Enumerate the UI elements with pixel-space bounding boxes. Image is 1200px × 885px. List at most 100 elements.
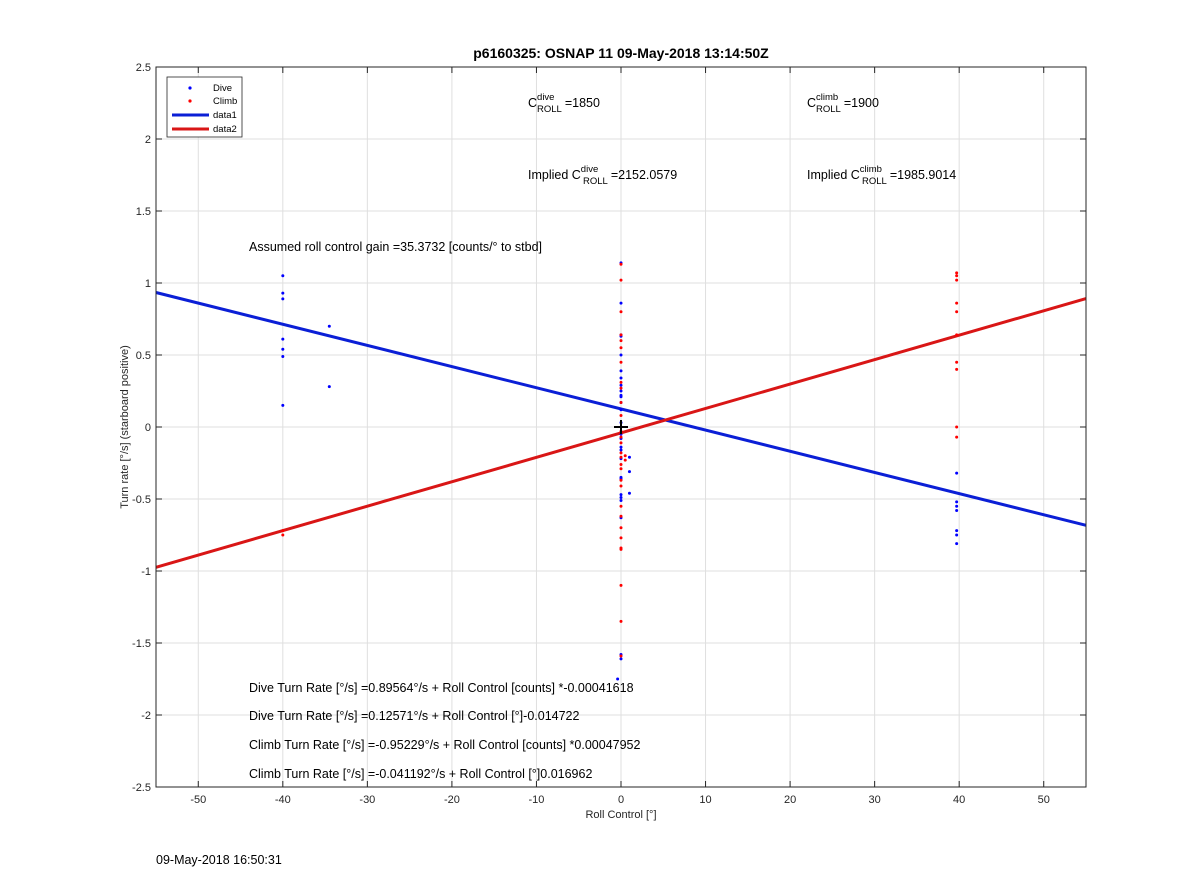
point-dive (955, 542, 959, 546)
point-dive (619, 445, 623, 449)
footer-timestamp: 09-May-2018 16:50:31 (156, 853, 282, 867)
point-dive (619, 369, 623, 373)
point-dive (281, 347, 285, 351)
point-dive (619, 301, 623, 305)
point-dive (619, 353, 623, 357)
point-dive (616, 677, 620, 681)
implied-dive-value: =2152.0579 (611, 168, 677, 182)
point-climb (619, 514, 623, 518)
point-dive (627, 491, 631, 495)
x-tick-label: 50 (1038, 794, 1050, 806)
point-climb (619, 462, 623, 466)
point-climb (955, 278, 959, 282)
x-tick-label: -50 (190, 794, 206, 806)
point-dive (619, 383, 623, 387)
point-climb (955, 310, 959, 314)
point-climb (619, 536, 623, 540)
x-tick-label: -10 (529, 794, 545, 806)
point-dive (281, 297, 285, 301)
point-dive (955, 471, 959, 475)
point-climb (955, 360, 959, 364)
legend-climb-marker (188, 99, 192, 103)
y-tick-label: -2.5 (132, 782, 151, 794)
point-climb (955, 367, 959, 371)
point-climb (619, 262, 623, 266)
point-dive (327, 385, 331, 389)
point-climb (619, 339, 623, 343)
point-dive (619, 376, 623, 380)
implied-climb-annotation: Implied Cclimb ROLL =1985.9014 (807, 164, 956, 187)
point-climb (619, 380, 623, 384)
point-climb (619, 441, 623, 445)
x-tick-label: 10 (699, 794, 711, 806)
point-dive (955, 529, 959, 533)
x-tick-label: -30 (359, 794, 375, 806)
point-dive (627, 470, 631, 474)
c-roll-dive-sup: dive (537, 92, 554, 103)
point-dive (619, 389, 623, 393)
point-climb (619, 526, 623, 530)
point-climb (619, 346, 623, 350)
point-dive (627, 455, 631, 459)
point-climb (619, 504, 623, 508)
point-climb (619, 547, 623, 551)
x-tick-label: 30 (869, 794, 881, 806)
point-climb (281, 529, 285, 533)
series-layer (155, 261, 1087, 681)
point-dive (619, 498, 623, 502)
legend-dive-marker (188, 86, 192, 90)
point-dive (955, 509, 959, 513)
implied-climb-sup: climb (860, 164, 882, 175)
c-roll-climb-sub: ROLL (816, 104, 841, 115)
c-roll-climb-annotation: Cclimb ROLL =1900 (807, 92, 879, 115)
c-roll-climb-sup: climb (816, 92, 838, 103)
point-climb (619, 278, 623, 282)
point-climb (619, 401, 623, 405)
point-dive (955, 533, 959, 537)
point-climb (955, 274, 959, 278)
point-dive (327, 324, 331, 328)
implied-dive-annotation: Implied Cdive ROLL =2152.0579 (528, 164, 677, 187)
ticks: -50 -40 -30 -20 -10 0 10 20 30 40 50-2.5-2-1.5-1-0… (132, 62, 1086, 806)
point-dive (281, 291, 285, 295)
x-axis-label: Roll Control [°] (585, 809, 656, 821)
point-climb (955, 301, 959, 305)
point-climb (623, 458, 627, 462)
point-dive (619, 448, 623, 452)
x-tick-label: 20 (784, 794, 796, 806)
point-dive (619, 395, 623, 399)
point-dive (619, 657, 623, 661)
equation-dive-degrees: Dive Turn Rate [°/s] =0.12571°/s + Roll … (249, 709, 579, 723)
legend-box (166, 76, 243, 138)
y-axis-label: Turn rate [°/s] (starboard positive) (119, 345, 131, 509)
x-tick-label: 40 (953, 794, 965, 806)
x-tick-label: -40 (275, 794, 291, 806)
point-climb (619, 654, 623, 658)
legend-data1-label: data1 (213, 110, 237, 121)
point-climb (619, 619, 623, 623)
c-roll-dive-annotation: Cdive ROLL =1850 (528, 92, 600, 115)
y-tick-label: 2 (145, 134, 151, 146)
implied-dive-sub: ROLL (583, 176, 608, 187)
point-climb (955, 271, 959, 275)
point-dive (281, 354, 285, 358)
point-climb (619, 413, 623, 417)
point-climb (623, 454, 627, 458)
point-climb (619, 467, 623, 471)
y-tick-label: 0 (145, 422, 151, 434)
point-dive (281, 274, 285, 278)
y-tick-label: -0.5 (132, 494, 151, 506)
y-tick-label: 2.5 (136, 62, 151, 74)
gain-annotation: Assumed roll control gain =35.3732 [coun… (249, 240, 542, 254)
point-climb (619, 484, 623, 488)
implied-climb-value: =1985.9014 (890, 168, 956, 182)
point-dive (281, 337, 285, 341)
legend: Dive Climb data1 data2 (166, 76, 243, 138)
point-dive (955, 504, 959, 508)
point-climb (955, 435, 959, 439)
implied-dive-sup: dive (581, 164, 598, 175)
y-tick-label: -1.5 (132, 638, 151, 650)
y-tick-label: -1 (141, 566, 151, 578)
